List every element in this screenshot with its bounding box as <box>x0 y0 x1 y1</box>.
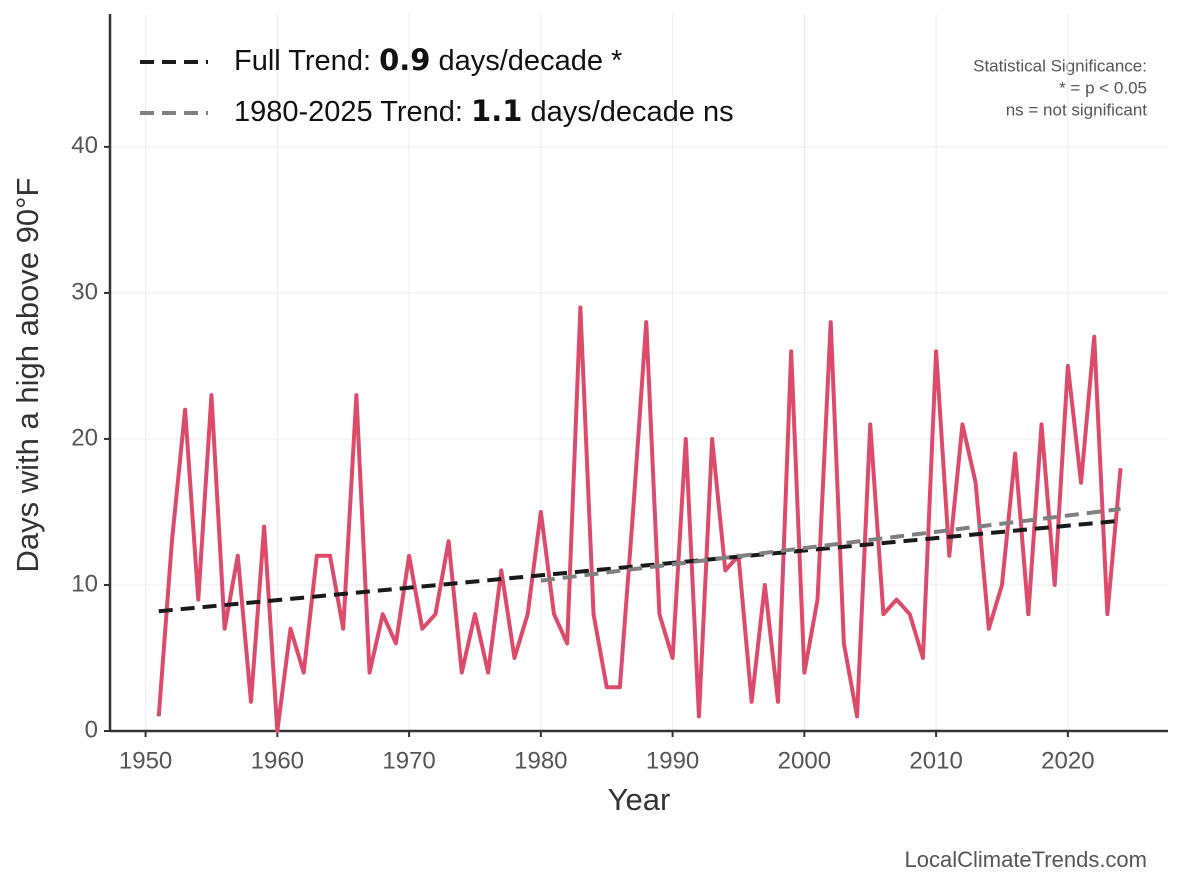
trend-line <box>540 507 1121 583</box>
source: LocalClimateTrends.com <box>905 847 1148 872</box>
y-tick-label: 30 <box>71 278 98 305</box>
annotation: Statistical Significance: <box>973 56 1147 75</box>
data-line <box>156 305 1123 733</box>
y-tick-label: 0 <box>85 716 98 743</box>
y-tick-label: 10 <box>71 570 98 597</box>
x-axis-title: Year <box>608 782 671 817</box>
annotation: ns = not significant <box>1006 100 1148 119</box>
y-axis-title: Days with a high above 90°F <box>10 178 45 573</box>
x-tick-label: 2020 <box>1041 747 1094 774</box>
trend-line <box>158 518 1121 614</box>
x-tick-label: 1970 <box>382 747 435 774</box>
x-tick-label: 1980 <box>514 747 567 774</box>
y-tick-label: 20 <box>71 424 98 451</box>
x-tick-label: 2010 <box>909 747 962 774</box>
x-tick-label: 1950 <box>119 747 172 774</box>
annotation: * = p < 0.05 <box>1059 78 1147 97</box>
x-tick-label: 1990 <box>646 747 699 774</box>
y-tick-label: 40 <box>71 132 98 159</box>
x-tick-label: 2000 <box>778 747 831 774</box>
legend-label: Full Trend: 0.9 days/decade * <box>234 43 622 77</box>
legend-label: 1980-2025 Trend: 1.1 days/decade ns <box>234 94 734 128</box>
x-tick-label: 1960 <box>251 747 304 774</box>
